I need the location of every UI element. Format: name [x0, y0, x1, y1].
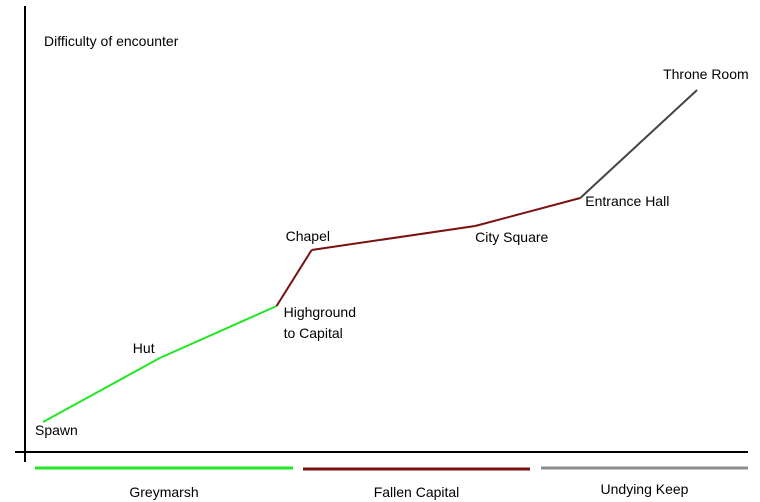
series-lines	[42, 89, 698, 423]
segment-chapel-to-city-square	[311, 225, 476, 251]
segment-highground-to-capital-to-chapel	[275, 249, 313, 307]
point-label-hut: Hut	[133, 340, 155, 356]
point-label-spawn: Spawn	[35, 422, 78, 438]
segment-city-square-to-entrance-hall	[474, 197, 581, 227]
point-labels: Spawn Hut Highground to Capital Chapel City S…	[35, 66, 749, 438]
region-label-greymarsh: Greymarsh	[129, 484, 198, 500]
segment-hut-to-highground-to-capital	[159, 305, 278, 359]
y-axis-label: Difficulty of encounter	[44, 33, 179, 49]
point-label-entrance-hall: Entrance Hall	[585, 193, 669, 209]
segment-spawn-to-hut	[42, 357, 161, 423]
segment-entrance-hall-to-throne-room	[579, 89, 698, 199]
point-label-chapel: Chapel	[286, 228, 330, 244]
point-label-city-square: City Square	[475, 229, 548, 245]
point-label-highground-to-capital: Highground to Capital	[284, 304, 356, 341]
region-label-fallen-capital: Fallen Capital	[374, 484, 460, 500]
region-label-undying-keep: Undying Keep	[601, 481, 689, 497]
point-label-throne-room: Throne Room	[663, 66, 749, 82]
region-bands: Greymarsh Fallen Capital Undying Keep	[35, 466, 748, 500]
